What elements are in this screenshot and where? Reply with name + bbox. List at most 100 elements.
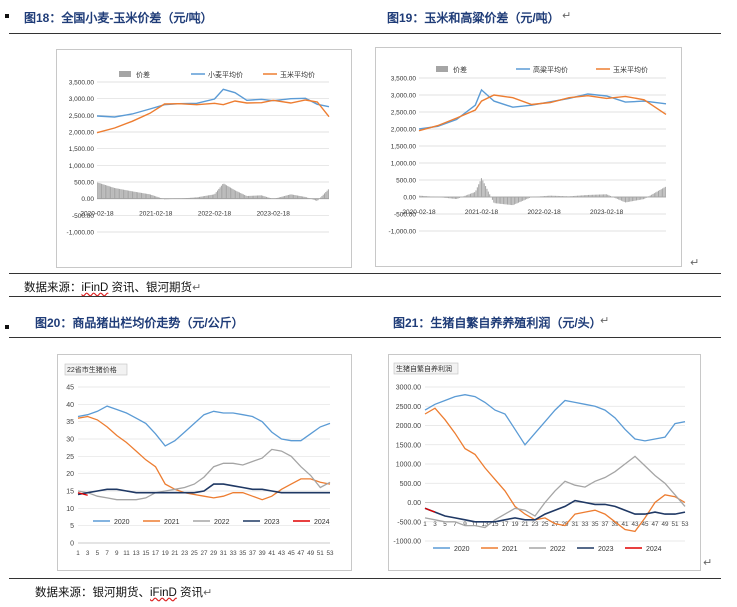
- fig19-chart: 3,500.00 3,000.00 2,500.00 2,000.00 1,500.00…: [389, 65, 667, 236]
- y-tick-label: 1,500.00: [69, 146, 95, 153]
- spread-bar: [572, 196, 574, 197]
- spread-bar: [464, 195, 466, 197]
- y-tick-label: -500.00: [394, 212, 416, 219]
- x-tick-label: 47: [297, 550, 305, 557]
- spread-bar: [144, 193, 146, 199]
- spread-bar: [574, 195, 576, 197]
- spread-bar: [552, 195, 554, 197]
- spread-bar: [235, 190, 237, 199]
- y-tick-label: 45: [66, 385, 74, 392]
- spread-bar: [246, 195, 248, 199]
- spread-bar: [593, 194, 595, 197]
- spread-bar: [623, 197, 625, 202]
- y-tick-label: 1,500.00: [391, 144, 417, 151]
- spread-bar: [120, 189, 122, 199]
- series-line: [96, 88, 330, 118]
- spread-bar: [117, 188, 119, 199]
- spread-bar: [619, 197, 621, 201]
- y-tick-label: 25: [66, 454, 74, 461]
- paragraph-mark-icon: ↵: [600, 315, 610, 327]
- spread-bar: [480, 178, 482, 197]
- y-tick-label: 0.00: [407, 500, 421, 507]
- x-tick-label: 37: [601, 521, 609, 528]
- fig21-frame: [388, 354, 701, 571]
- series-line: [424, 507, 436, 513]
- y-tick-label: 500.00: [396, 178, 416, 185]
- spread-bar: [146, 193, 148, 199]
- x-tick-label: 2020-02-18: [402, 209, 436, 216]
- spread-bar: [98, 182, 100, 199]
- spread-bar: [320, 197, 322, 199]
- spread-bar: [125, 190, 127, 199]
- spread-bar: [560, 196, 562, 197]
- spread-bar: [202, 196, 204, 199]
- spread-bar: [140, 192, 143, 199]
- spread-bar: [251, 195, 253, 199]
- x-tick-label: 7: [453, 521, 457, 528]
- x-tick-label: 3: [433, 521, 437, 528]
- paragraph-mark-icon: ↵: [690, 257, 700, 269]
- series-line: [77, 492, 88, 496]
- x-tick-label: 53: [326, 550, 334, 557]
- spread-bar: [229, 187, 231, 199]
- spread-bar: [296, 195, 298, 199]
- spread-bar: [290, 194, 292, 199]
- x-tick-label: 51: [317, 550, 325, 557]
- spread-bar: [563, 196, 565, 197]
- x-tick-label: 21: [171, 550, 179, 557]
- legend-label: 2022: [550, 546, 566, 553]
- spread-bar: [626, 197, 628, 203]
- y-tick-label: 500.00: [74, 180, 94, 187]
- spread-bar: [631, 197, 633, 202]
- y-tick-label: 3,500.00: [391, 76, 417, 83]
- y-tick-label: 2,500.00: [69, 113, 95, 120]
- spread-bar: [516, 197, 518, 204]
- x-tick-label: 27: [200, 550, 208, 557]
- spread-bar: [155, 196, 157, 199]
- spread-bar: [511, 197, 513, 206]
- spread-bar: [133, 191, 135, 199]
- spread-bar: [570, 196, 572, 197]
- spread-bar: [616, 197, 618, 199]
- x-tick-label: 41: [268, 550, 276, 557]
- x-tick-label: 25: [191, 550, 199, 557]
- spread-bar: [476, 187, 478, 197]
- spread-bar: [205, 195, 207, 199]
- spread-bar: [197, 197, 199, 199]
- spread-bar: [615, 197, 617, 199]
- spread-bar: [596, 194, 598, 197]
- x-tick-label: 43: [278, 550, 286, 557]
- spread-bar: [450, 197, 452, 199]
- spread-bar: [323, 193, 326, 199]
- spread-bar: [191, 197, 193, 199]
- legend-label: 2022: [214, 519, 230, 526]
- y-tick-label: 40: [66, 402, 74, 409]
- fig19-title: 图19：玉米和高粱价差（元/吨）: [387, 11, 560, 25]
- x-tick-label: 2023-02-18: [257, 211, 291, 218]
- spread-bar: [519, 197, 521, 203]
- spread-bar: [607, 194, 609, 197]
- spread-bar: [232, 189, 234, 199]
- spread-bar: [326, 190, 328, 199]
- y-tick-label: 1500.00: [396, 442, 421, 449]
- spread-bar: [258, 195, 260, 199]
- divider-source-bottom: [9, 578, 721, 579]
- spread-bar: [583, 195, 585, 197]
- legend-label: 2024: [646, 546, 662, 553]
- x-tick-label: 45: [641, 521, 649, 528]
- spread-bar: [265, 196, 268, 199]
- spread-bar: [478, 184, 480, 197]
- spread-bar: [463, 196, 465, 197]
- spread-bar: [637, 197, 639, 201]
- spread-bar: [207, 195, 210, 199]
- spread-bar: [582, 195, 584, 197]
- x-tick-label: 9: [115, 550, 119, 557]
- spread-bar: [104, 185, 106, 199]
- spread-bar: [242, 194, 244, 199]
- spread-bar: [110, 186, 112, 199]
- spread-bar: [512, 197, 514, 206]
- spread-bar: [629, 197, 631, 202]
- y-tick-label: 3,000.00: [69, 96, 95, 103]
- spread-bar: [474, 192, 476, 197]
